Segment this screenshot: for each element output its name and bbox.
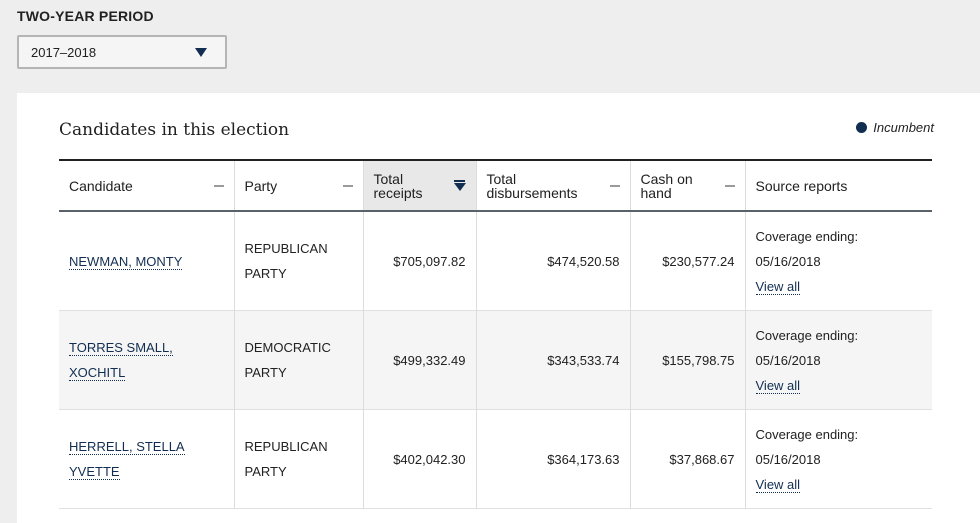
col-disbursements-header[interactable]: Total disbursements bbox=[476, 160, 631, 211]
party-cell: REPUBLICAN PARTY bbox=[234, 409, 364, 509]
view-all-link[interactable]: View all bbox=[755, 377, 801, 394]
candidate-link[interactable]: XOCHITL bbox=[69, 365, 126, 381]
party-line1: REPUBLICAN bbox=[244, 241, 328, 256]
cash-cell: $230,577.24 bbox=[630, 211, 746, 311]
coverage-label: Coverage ending: bbox=[755, 327, 859, 343]
party-line1: DEMOCRATIC bbox=[244, 340, 331, 355]
incumbent-legend-label: Incumbent bbox=[873, 120, 934, 135]
col-disbursements-label: Total disbursements bbox=[487, 172, 578, 200]
disbursements-cell: $474,520.58 bbox=[476, 211, 631, 311]
party-line2: PARTY bbox=[244, 266, 287, 281]
source-cell: Coverage ending: 05/16/2018 View all bbox=[745, 311, 932, 410]
sort-neutral-icon bbox=[342, 184, 353, 187]
period-select[interactable]: 2017–2018 bbox=[17, 35, 227, 69]
sort-descending-icon bbox=[453, 180, 466, 191]
col-disbursements-label-line2: disbursements bbox=[486, 184, 578, 201]
disbursements-cell: $343,533.74 bbox=[476, 310, 631, 410]
view-all-link[interactable]: View all bbox=[755, 278, 801, 295]
sort-neutral-icon bbox=[609, 184, 620, 187]
table-row: NEWMAN, MONTY REPUBLICAN PARTY $705,097.… bbox=[59, 211, 932, 311]
incumbent-legend: Incumbent bbox=[856, 120, 934, 135]
candidate-link[interactable]: TORRES SMALL, bbox=[69, 340, 173, 356]
table-row: TORRES SMALL, XOCHITL DEMOCRATIC PARTY $… bbox=[59, 310, 932, 410]
candidate-cell: TORRES SMALL, XOCHITL bbox=[59, 310, 235, 410]
col-party-label: Party bbox=[244, 177, 278, 194]
receipts-cell: $705,097.82 bbox=[363, 211, 477, 311]
col-source-label: Source reports bbox=[755, 177, 848, 194]
period-label: TWO-YEAR PERIOD bbox=[17, 8, 154, 24]
party-line1: REPUBLICAN bbox=[244, 439, 328, 454]
col-cash-header[interactable]: Cash on hand bbox=[630, 160, 746, 211]
candidate-link[interactable]: YVETTE bbox=[69, 464, 120, 480]
col-receipts-label-line1: Total bbox=[373, 170, 404, 187]
receipts-cell: $402,042.30 bbox=[363, 409, 477, 509]
coverage-date: 05/16/2018 bbox=[755, 451, 821, 467]
coverage-date: 05/16/2018 bbox=[755, 253, 821, 269]
coverage-label: Coverage ending: bbox=[755, 228, 859, 244]
col-receipts-label: Total receipts bbox=[374, 172, 423, 200]
candidate-name-line1: TORRES SMALL, bbox=[69, 340, 173, 355]
col-candidate-header[interactable]: Candidate bbox=[59, 160, 235, 211]
cash-cell: $155,798.75 bbox=[630, 310, 746, 410]
table-header-row: Candidate Party Total receipts bbox=[59, 160, 932, 211]
view-all-link[interactable]: View all bbox=[755, 476, 801, 493]
sort-neutral-icon bbox=[724, 184, 735, 187]
party-cell: DEMOCRATIC PARTY bbox=[234, 310, 364, 410]
col-disbursements-label-line1: Total bbox=[486, 170, 517, 187]
coverage-date: 05/16/2018 bbox=[755, 352, 821, 368]
source-cell: Coverage ending: 05/16/2018 View all bbox=[745, 410, 932, 509]
disbursements-cell: $364,173.63 bbox=[476, 409, 631, 509]
coverage-label: Coverage ending: bbox=[755, 426, 859, 442]
panel-title: Candidates in this election bbox=[59, 120, 290, 140]
col-party-header[interactable]: Party bbox=[234, 160, 364, 211]
candidate-cell: NEWMAN, MONTY bbox=[59, 211, 235, 311]
col-cash-label-line2: hand bbox=[640, 184, 672, 201]
party-line2: PARTY bbox=[244, 365, 287, 380]
col-cash-label-line1: Cash on bbox=[640, 170, 693, 187]
candidate-link[interactable]: NEWMAN, MONTY bbox=[69, 253, 183, 270]
candidate-name-line2: YVETTE bbox=[69, 464, 120, 479]
col-source-header: Source reports bbox=[745, 160, 932, 211]
cash-cell: $37,868.67 bbox=[630, 409, 746, 509]
period-select-value: 2017–2018 bbox=[31, 44, 97, 60]
col-receipts-header[interactable]: Total receipts bbox=[363, 160, 477, 211]
table-row: HERRELL, STELLA YVETTE REPUBLICAN PARTY … bbox=[59, 409, 932, 509]
candidate-link[interactable]: HERRELL, STELLA bbox=[69, 439, 185, 455]
col-receipts-label-line2: receipts bbox=[373, 184, 423, 201]
incumbent-dot-icon bbox=[856, 122, 868, 133]
party-cell: REPUBLICAN PARTY bbox=[234, 211, 364, 311]
party-line2: PARTY bbox=[244, 464, 287, 479]
candidate-cell: HERRELL, STELLA YVETTE bbox=[59, 409, 235, 509]
source-cell: Coverage ending: 05/16/2018 View all bbox=[745, 211, 932, 311]
candidates-panel: Candidates in this election Incumbent Ca… bbox=[17, 93, 980, 523]
candidate-name-line1: HERRELL, STELLA bbox=[69, 439, 185, 454]
receipts-cell: $499,332.49 bbox=[363, 310, 477, 410]
candidates-table: Candidate Party Total receipts bbox=[59, 159, 932, 509]
caret-down-icon bbox=[195, 47, 207, 57]
col-cash-label: Cash on hand bbox=[641, 172, 693, 200]
candidate-name-line2: XOCHITL bbox=[69, 365, 126, 380]
sort-neutral-icon bbox=[213, 184, 224, 187]
col-candidate-label: Candidate bbox=[69, 177, 133, 194]
